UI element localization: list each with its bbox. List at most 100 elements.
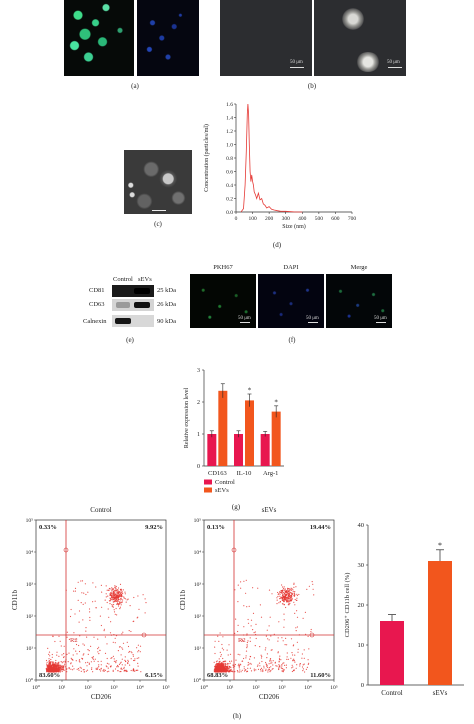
event-dot [285,600,287,602]
event-dot [282,595,284,597]
y-tick-label: 30 [358,562,365,569]
event-dot [98,646,100,648]
event-dot [86,636,88,638]
event-dot [128,630,130,632]
legend-label-control: Control [215,479,235,486]
event-dot [78,621,80,623]
event-dot [281,599,283,601]
size-distribution-line [240,103,303,213]
event-dot [120,595,122,597]
event-dot [227,654,229,656]
event-dot [229,662,231,664]
event-dot [94,658,96,660]
event-dot [312,588,314,590]
event-dot [259,604,261,606]
quad-lower-right: 11.60% [310,672,331,679]
event-dot [103,628,105,630]
event-dot [137,595,139,597]
event-dot [112,655,114,657]
significance-mark: * [248,387,252,395]
legend-label-sevs: sEVs [215,487,229,494]
event-dot [106,589,108,591]
event-dot [70,657,72,659]
event-dot [287,588,289,590]
quad-lower-left: 68.83% [207,672,228,679]
event-dot [223,670,225,672]
event-dot [57,663,60,665]
event-dot [114,668,117,670]
event-dot [281,603,284,605]
event-dot [134,670,136,672]
event-dot [73,668,75,670]
event-dot [115,597,117,599]
event-dot [226,669,228,671]
event-dot [281,584,283,586]
event-dot [136,657,138,659]
event-dot [48,658,50,660]
event-dot [62,661,64,663]
event-dot [214,652,216,655]
event-dot [290,657,292,659]
event-dot [92,657,94,659]
event-dot [282,662,284,664]
event-dot [72,669,74,671]
event-dot [284,597,286,599]
event-dot [116,599,118,601]
event-dot [86,669,89,671]
event-dot [247,667,249,669]
event-dot [287,590,289,593]
event-dot [100,660,102,662]
event-dot [291,670,293,673]
event-dot [243,666,245,668]
event-dot [221,647,223,649]
bar-control-cd163 [207,434,217,466]
x-axis-label: Size (nm) [282,223,306,230]
event-dot [216,667,218,669]
event-dot [290,589,292,591]
event-dot [288,603,290,605]
bar-control-il-10 [234,434,243,466]
event-dot [85,630,87,632]
event-dot [113,660,115,662]
event-dot [69,615,72,618]
event-dot [74,587,77,589]
event-dot [250,625,252,627]
event-dot [302,670,304,672]
event-dot [92,658,94,660]
event-dot [55,667,57,669]
event-dot [136,647,138,649]
event-dot [99,649,101,651]
x-axis-label: CD206 [91,693,112,701]
event-dot [293,595,295,597]
y-tick-label: 10⁴ [26,550,34,556]
event-dot [277,651,279,653]
event-dot [310,628,312,631]
event-dot [287,658,289,660]
event-dot [85,627,87,629]
event-dot [125,601,127,603]
event-dot [248,605,250,607]
event-dot [290,600,292,602]
plot-frame [203,519,335,681]
y-tick-label: 10⁴ [194,550,202,556]
event-dot [81,658,84,660]
y-tick-label: 40 [358,522,365,529]
event-dot [116,603,118,605]
event-dot [312,583,314,585]
event-dot [95,668,97,670]
event-dot [269,616,271,618]
event-dot [234,632,236,634]
legend-swatch-control [204,479,212,485]
event-dot [111,589,113,591]
scale-label: 50 μm [387,60,400,65]
event-dot [222,669,224,671]
event-dot [260,667,263,669]
event-dot [282,640,284,642]
event-dot [115,660,118,662]
event-dot [285,599,287,601]
panel-d-label: (d) [272,241,282,249]
event-dot [56,651,58,653]
event-dot [48,669,50,672]
panel-f-label: (f) [288,336,296,344]
gate-label: R2 [70,637,78,644]
